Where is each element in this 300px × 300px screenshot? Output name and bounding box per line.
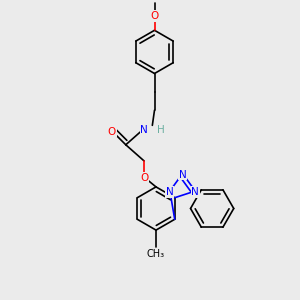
Text: N: N	[166, 187, 174, 197]
Text: O: O	[108, 127, 116, 137]
Text: H: H	[157, 124, 164, 135]
Text: O: O	[150, 11, 159, 21]
Text: N: N	[140, 124, 148, 135]
Text: N: N	[191, 187, 199, 197]
Text: N: N	[179, 169, 186, 180]
Text: O: O	[140, 173, 148, 183]
Text: CH₃: CH₃	[147, 249, 165, 259]
